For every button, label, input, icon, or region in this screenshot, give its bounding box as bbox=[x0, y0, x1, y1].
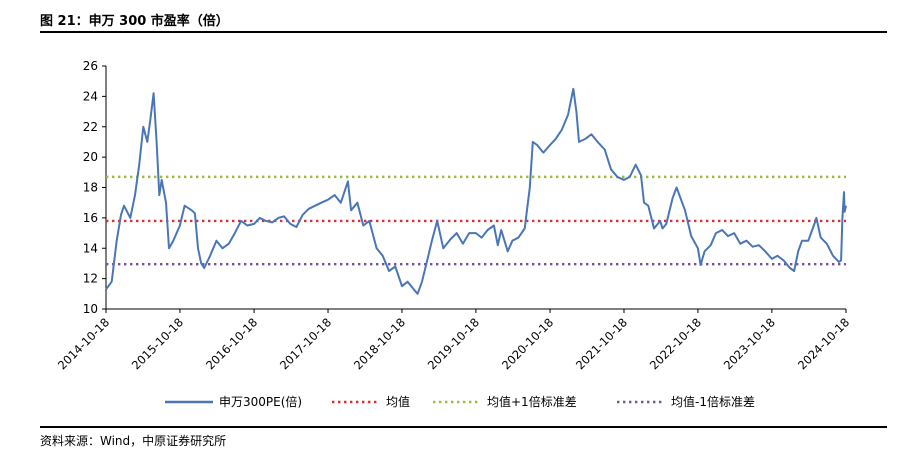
y-tick-label: 12 bbox=[83, 272, 98, 286]
y-tick-label: 22 bbox=[83, 120, 98, 134]
y-tick-label: 10 bbox=[83, 302, 98, 316]
x-tick-label: 2023-10-18 bbox=[721, 315, 778, 372]
x-tick-label: 2016-10-18 bbox=[203, 315, 260, 372]
x-tick-label: 2021-10-18 bbox=[573, 315, 630, 372]
y-tick-label: 14 bbox=[83, 241, 98, 255]
y-tick-label: 18 bbox=[83, 181, 98, 195]
y-tick-label: 20 bbox=[83, 150, 98, 164]
x-axis: 2014-10-18 2015-10-18 2016-10-18 2017-10-18… bbox=[55, 308, 852, 372]
x-tick-label: 2024-10-18 bbox=[795, 315, 852, 372]
x-tick-label: 2014-10-18 bbox=[55, 315, 112, 372]
source-divider bbox=[40, 426, 887, 428]
x-tick-label: 2018-10-18 bbox=[351, 315, 408, 372]
legend: 申万300PE(倍) 均值 均值+1倍标准差 均值-1倍标准差 bbox=[165, 394, 755, 409]
y-axis: 10 12 14 16 18 20 22 24 26 bbox=[83, 59, 107, 316]
pe-series-line bbox=[105, 87, 847, 295]
y-tick-label: 24 bbox=[83, 89, 98, 103]
x-tick-label: 2017-10-18 bbox=[277, 315, 334, 372]
source-note: 资料来源：Wind，中原证券研究所 bbox=[40, 434, 227, 448]
page-title: 图 21：申万 300 市盈率（倍） bbox=[40, 14, 229, 29]
y-tick-label: 26 bbox=[83, 59, 98, 73]
legend-label: 申万300PE(倍) bbox=[219, 394, 302, 409]
legend-label: 均值 bbox=[386, 394, 410, 409]
pe-series bbox=[105, 87, 847, 295]
x-tick-label: 2022-10-18 bbox=[647, 315, 704, 372]
x-tick-label: 2020-10-18 bbox=[499, 315, 556, 372]
y-tick-label: 16 bbox=[83, 211, 98, 225]
reference-lines bbox=[106, 175, 846, 266]
legend-label: 均值+1倍标准差 bbox=[487, 394, 577, 409]
x-tick-label: 2019-10-18 bbox=[425, 315, 482, 372]
x-tick-label: 2015-10-18 bbox=[129, 315, 186, 372]
title-divider bbox=[40, 31, 887, 33]
legend-label: 均值-1倍标准差 bbox=[671, 394, 755, 409]
